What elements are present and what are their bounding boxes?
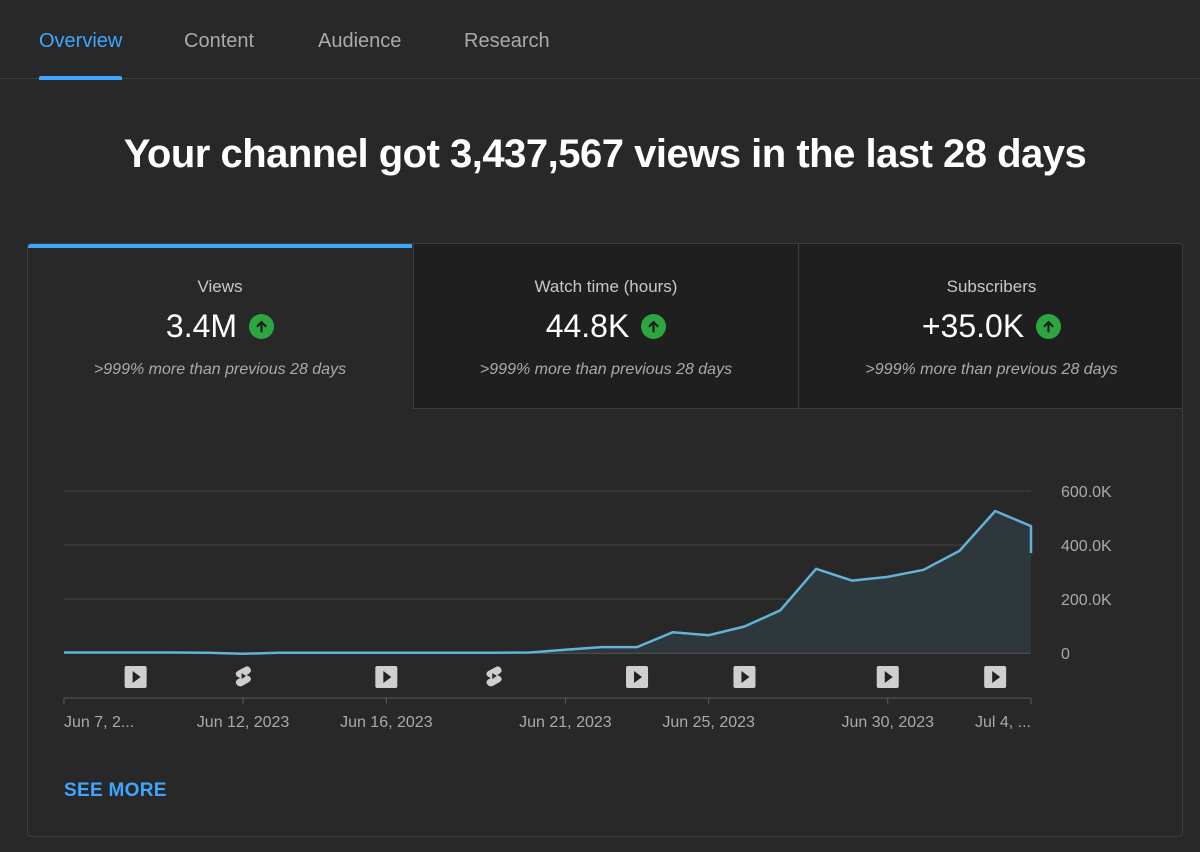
metric-change: >999% more than previous 28 days [865,361,1118,378]
metric-change: >999% more than previous 28 days [479,361,733,378]
video-marker-icon[interactable] [876,666,899,688]
metric-label: Views [197,277,243,296]
shorts-marker-icon[interactable] [486,666,502,687]
arrow-up-icon [249,314,275,339]
video-marker-icon[interactable] [984,666,1007,688]
tab-audience[interactable]: Audience [318,30,402,52]
video-marker-icon[interactable] [375,666,398,688]
arrow-up-icon [1036,314,1062,339]
tab-content[interactable]: Content [184,30,255,52]
metric-change: >999% more than previous 28 days [93,361,347,378]
metric-value: 3.4M [165,308,238,344]
tab-research[interactable]: Research [464,30,550,52]
shorts-marker-icon[interactable] [235,666,251,687]
metric-label: Subscribers [946,277,1037,296]
page-title: Your channel got 3,437,567 views in the … [123,132,1087,176]
metric-watch-time[interactable]: Watch time (hours) 44.8K >999% more than… [413,244,798,409]
metrics-card: Views 3.4M >999% more than previous 28 d… [27,243,1183,837]
tab-overview[interactable]: Overview [39,30,123,80]
video-marker-icon[interactable] [733,666,756,688]
tab-bar: Overview Content Audience Research [0,0,1200,80]
metric-value: +35.0K [921,308,1025,344]
arrow-up-icon [641,314,667,339]
video-marker-icon[interactable] [626,666,649,688]
metric-subscribers[interactable]: Subscribers +35.0K >999% more than previ… [798,244,1182,409]
video-marker-icon[interactable] [124,666,147,688]
metric-value: 44.8K [545,308,630,344]
see-more-link[interactable]: SEE MORE [64,780,167,801]
metric-label: Watch time (hours) [534,277,678,296]
metric-views[interactable]: Views 3.4M >999% more than previous 28 d… [28,244,412,409]
